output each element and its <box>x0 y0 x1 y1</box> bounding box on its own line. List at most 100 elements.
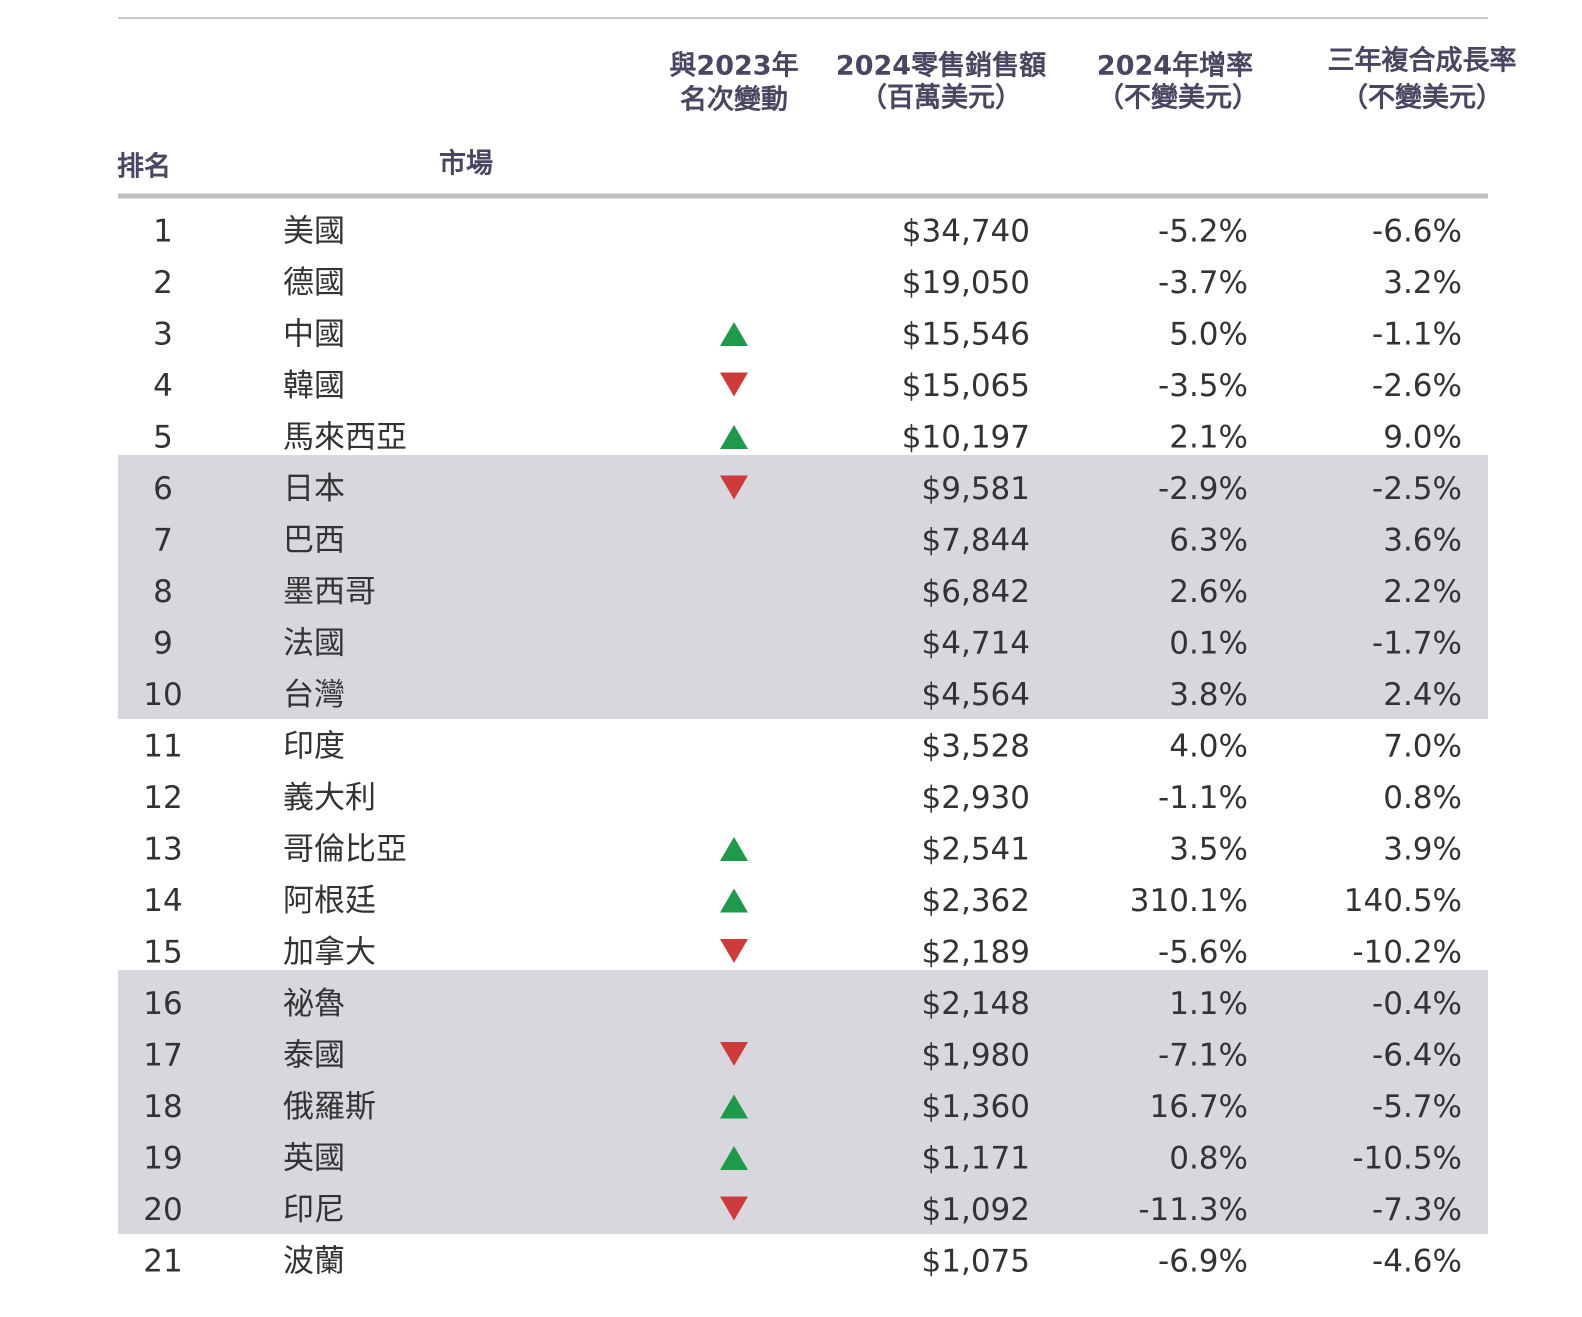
sales-cell: $6,842 <box>922 574 1030 610</box>
rank-up-arrow <box>720 425 748 449</box>
sales-cell: $2,148 <box>922 986 1030 1022</box>
market-cell: 英國 <box>283 1141 345 1177</box>
cagr-cell: 0.8% <box>1383 780 1462 816</box>
market-cell: 印度 <box>283 729 345 765</box>
rank-cell: 10 <box>143 677 182 713</box>
market-cell: 馬來西亞 <box>283 420 407 456</box>
header-sales: 2024零售銷售額 <box>836 50 1046 82</box>
growth-cell: -3.7% <box>1158 265 1248 301</box>
rank-cell: 20 <box>143 1192 182 1228</box>
sales-cell: $3,528 <box>922 729 1030 765</box>
market-cell: 韓國 <box>283 368 345 404</box>
market-cell: 巴西 <box>283 523 345 559</box>
sales-cell: $1,092 <box>922 1192 1030 1228</box>
growth-cell: 2.1% <box>1169 420 1248 456</box>
cagr-cell: 3.2% <box>1383 265 1462 301</box>
market-cell: 波蘭 <box>283 1244 345 1280</box>
header-growth: （不變美元） <box>1097 82 1259 114</box>
market-cell: 阿根廷 <box>283 883 376 919</box>
header-market: 市場 <box>439 148 493 180</box>
rank-cell: 19 <box>143 1141 182 1177</box>
sales-cell: $10,197 <box>902 420 1030 456</box>
sales-cell: $2,189 <box>922 935 1030 971</box>
rank-cell: 15 <box>143 935 182 971</box>
cagr-cell: 3.9% <box>1383 832 1462 868</box>
rank-up-arrow <box>720 1146 748 1170</box>
header-growth: 2024年增率 <box>1097 50 1253 82</box>
cagr-cell: -10.2% <box>1352 935 1462 971</box>
header-rank: 排名 <box>117 151 171 183</box>
market-cell: 祕魯 <box>283 986 345 1022</box>
growth-cell: -6.9% <box>1158 1244 1248 1280</box>
growth-cell: 1.1% <box>1169 986 1248 1022</box>
cagr-cell: -5.7% <box>1372 1089 1462 1125</box>
rank-down-arrow <box>720 1042 748 1066</box>
rank-cell: 12 <box>143 780 182 816</box>
market-cell: 加拿大 <box>283 935 376 971</box>
cagr-cell: -7.3% <box>1372 1192 1462 1228</box>
sales-cell: $2,541 <box>922 832 1030 868</box>
rank-cell: 8 <box>153 574 173 610</box>
cagr-cell: -1.7% <box>1372 626 1462 662</box>
growth-cell: 0.8% <box>1169 1141 1248 1177</box>
rank-cell: 14 <box>143 883 182 919</box>
rank-cell: 1 <box>153 214 173 250</box>
cagr-cell: -1.1% <box>1372 317 1462 353</box>
sales-cell: $2,362 <box>922 883 1030 919</box>
market-cell: 法國 <box>283 626 345 662</box>
sales-cell: $34,740 <box>902 214 1030 250</box>
cagr-cell: -6.6% <box>1372 214 1462 250</box>
rank-cell: 17 <box>143 1038 182 1074</box>
growth-cell: -3.5% <box>1158 368 1248 404</box>
rank-cell: 13 <box>143 832 182 868</box>
growth-cell: 5.0% <box>1169 317 1248 353</box>
cagr-cell: -2.5% <box>1372 471 1462 507</box>
growth-cell: -1.1% <box>1158 780 1248 816</box>
market-cell: 美國 <box>283 214 345 250</box>
rank-cell: 16 <box>143 986 182 1022</box>
cagr-cell: -6.4% <box>1372 1038 1462 1074</box>
growth-cell: 2.6% <box>1169 574 1248 610</box>
rank-cell: 9 <box>153 626 173 662</box>
market-cell: 哥倫比亞 <box>283 832 407 868</box>
rank-cell: 2 <box>153 265 173 301</box>
market-cell: 義大利 <box>283 780 376 816</box>
growth-cell: -7.1% <box>1158 1038 1248 1074</box>
cagr-cell: 3.6% <box>1383 523 1462 559</box>
growth-cell: -2.9% <box>1158 471 1248 507</box>
market-cell: 中國 <box>283 317 345 353</box>
growth-cell: 16.7% <box>1150 1089 1248 1125</box>
cagr-cell: -2.6% <box>1372 368 1462 404</box>
rank-cell: 4 <box>153 368 173 404</box>
cagr-cell: 7.0% <box>1383 729 1462 765</box>
rank-up-arrow <box>720 1094 748 1119</box>
sales-cell: $2,930 <box>922 780 1030 816</box>
growth-cell: 6.3% <box>1169 523 1248 559</box>
header-cagr: （不變美元） <box>1341 82 1503 114</box>
market-cell: 墨西哥 <box>283 574 376 610</box>
header-change: 與2023年 <box>669 50 798 82</box>
sales-cell: $1,171 <box>922 1141 1030 1177</box>
rank-down-arrow <box>720 475 748 500</box>
cagr-cell: 2.4% <box>1383 677 1462 713</box>
sales-cell: $4,714 <box>922 626 1030 662</box>
cagr-cell: 140.5% <box>1344 883 1462 919</box>
market-cell: 俄羅斯 <box>283 1089 376 1125</box>
growth-cell: 3.5% <box>1169 832 1248 868</box>
rank-up-arrow <box>720 837 748 861</box>
growth-cell: 310.1% <box>1130 883 1248 919</box>
sales-cell: $1,360 <box>922 1089 1030 1125</box>
cagr-cell: -10.5% <box>1352 1141 1462 1177</box>
rank-down-arrow <box>720 372 748 397</box>
rank-cell: 18 <box>143 1089 182 1125</box>
rank-cell: 7 <box>153 523 173 559</box>
growth-cell: 3.8% <box>1169 677 1248 713</box>
sales-cell: $1,075 <box>922 1244 1030 1280</box>
row-band <box>118 970 1488 1234</box>
rank-down-arrow <box>720 1196 748 1221</box>
sales-cell: $7,844 <box>922 523 1030 559</box>
sales-cell: $9,581 <box>922 471 1030 507</box>
rank-cell: 6 <box>153 471 173 507</box>
